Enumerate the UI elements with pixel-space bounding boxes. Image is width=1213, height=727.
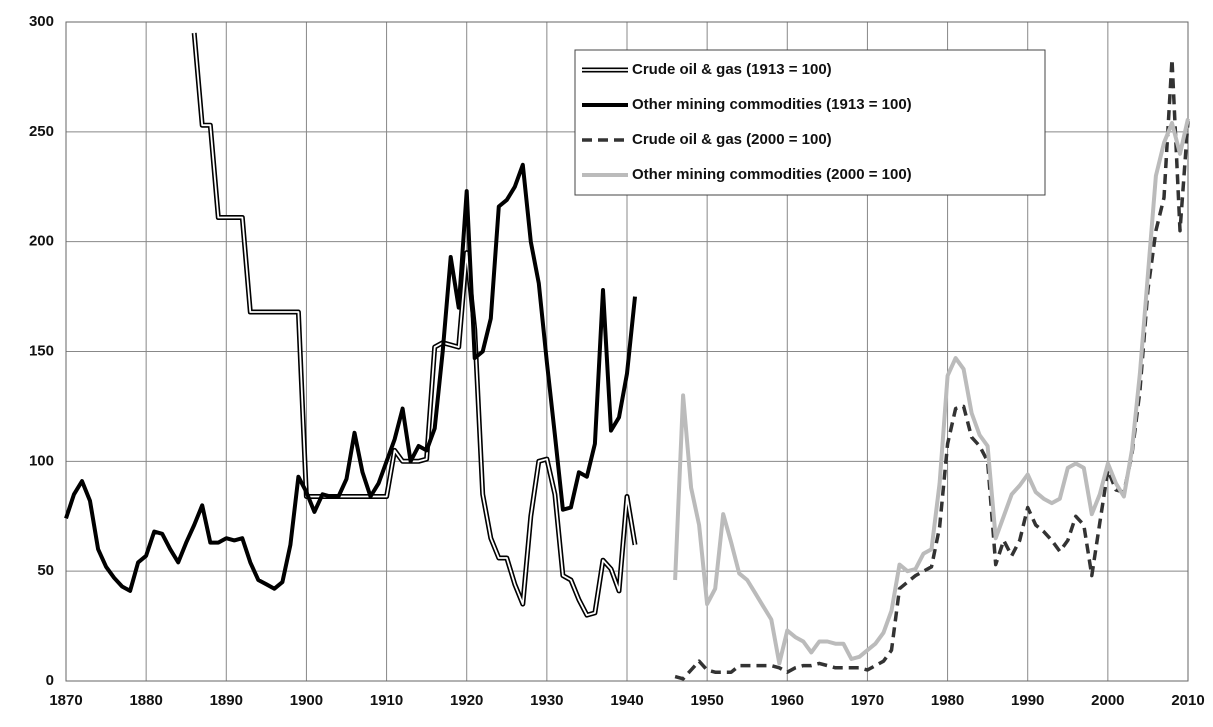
y-tick-label: 50: [37, 562, 54, 579]
x-tick-label: 1930: [530, 692, 563, 709]
y-tick-label: 200: [29, 233, 54, 250]
series-line: [674, 57, 1190, 681]
x-tick-label: 1940: [610, 692, 643, 709]
x-tick-label: 1990: [1011, 692, 1044, 709]
x-tick-label: 1950: [690, 692, 723, 709]
legend-label: Crude oil & gas (1913 = 100): [632, 61, 832, 78]
series-line-inner: [193, 32, 636, 616]
x-tick-label: 2000: [1091, 692, 1124, 709]
x-tick-label: 1900: [290, 692, 323, 709]
x-tick-label: 2010: [1171, 692, 1204, 709]
legend-label: Other mining commodities (2000 = 100): [632, 166, 912, 183]
x-tick-label: 1960: [771, 692, 804, 709]
x-tick-label: 1890: [210, 692, 243, 709]
legend: Crude oil & gas (1913 = 100) Other mining…: [574, 49, 1046, 196]
x-tick-label: 1880: [129, 692, 162, 709]
y-tick-label: 300: [29, 13, 54, 30]
y-tick-label: 0: [46, 672, 54, 689]
series-line: [673, 118, 1190, 666]
x-tick-label: 1970: [851, 692, 884, 709]
x-tick-label: 1870: [49, 692, 82, 709]
x-tick-label: 1910: [370, 692, 403, 709]
series-line: [64, 162, 637, 593]
y-tick-label: 150: [29, 342, 54, 359]
series-line: [191, 32, 638, 618]
x-tick-label: 1980: [931, 692, 964, 709]
lines: [64, 32, 1190, 681]
y-tick-label: 250: [29, 123, 54, 140]
legend-box: [574, 49, 1046, 196]
legend-label: Other mining commodities (1913 = 100): [632, 96, 912, 113]
y-tick-label: 100: [29, 452, 54, 469]
plot-frame: [65, 21, 1189, 682]
legend-label: Crude oil & gas (2000 = 100): [632, 131, 832, 148]
x-tick-label: 1920: [450, 692, 483, 709]
